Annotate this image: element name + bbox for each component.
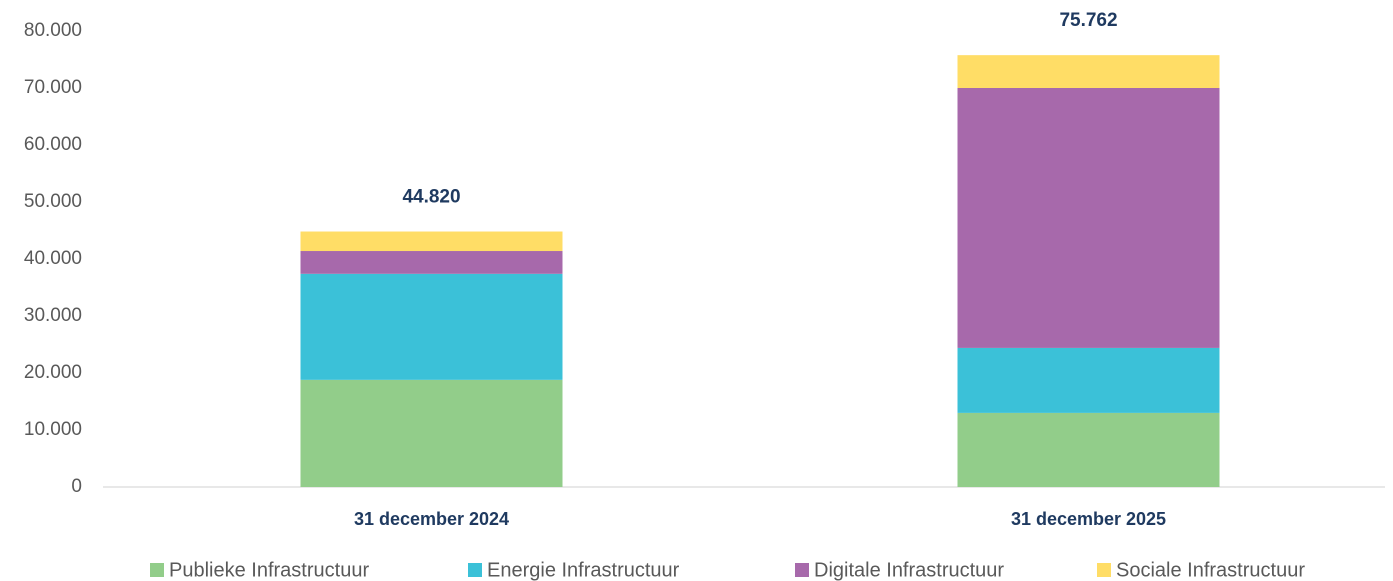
bar-segment xyxy=(957,88,1220,348)
bar-segment xyxy=(300,251,563,274)
y-tick-label: 10.000 xyxy=(24,419,82,440)
y-tick-label: 40.000 xyxy=(24,248,82,269)
bar-segment xyxy=(300,231,563,252)
y-tick-label: 30.000 xyxy=(24,305,82,326)
bar-segment xyxy=(957,55,1220,88)
y-tick-label: 60.000 xyxy=(24,134,82,155)
y-tick-label: 80.000 xyxy=(24,20,82,41)
y-tick-label: 0 xyxy=(71,476,82,497)
x-tick-label: 31 december 2024 xyxy=(354,509,509,529)
legend-label: Sociale Infrastructuur xyxy=(1116,559,1305,581)
total-label: 44.820 xyxy=(402,187,460,208)
legend-label: Digitale Infrastructuur xyxy=(814,559,1004,581)
bar-segment xyxy=(300,379,563,487)
legend-swatch xyxy=(1097,563,1111,577)
y-tick-label: 20.000 xyxy=(24,362,82,383)
legend-swatch xyxy=(795,563,809,577)
bar-segment xyxy=(957,347,1220,413)
x-tick-label: 31 december 2025 xyxy=(1011,509,1166,529)
legend-swatch xyxy=(150,563,164,577)
bar-segment xyxy=(300,273,563,380)
bar-segment xyxy=(957,412,1220,487)
y-tick-label: 70.000 xyxy=(24,77,82,98)
legend-label: Publieke Infrastructuur xyxy=(169,559,369,581)
y-tick-label: 50.000 xyxy=(24,191,82,212)
legend-label: Energie Infrastructuur xyxy=(487,559,680,581)
total-label: 75.762 xyxy=(1059,10,1117,31)
legend-swatch xyxy=(468,563,482,577)
